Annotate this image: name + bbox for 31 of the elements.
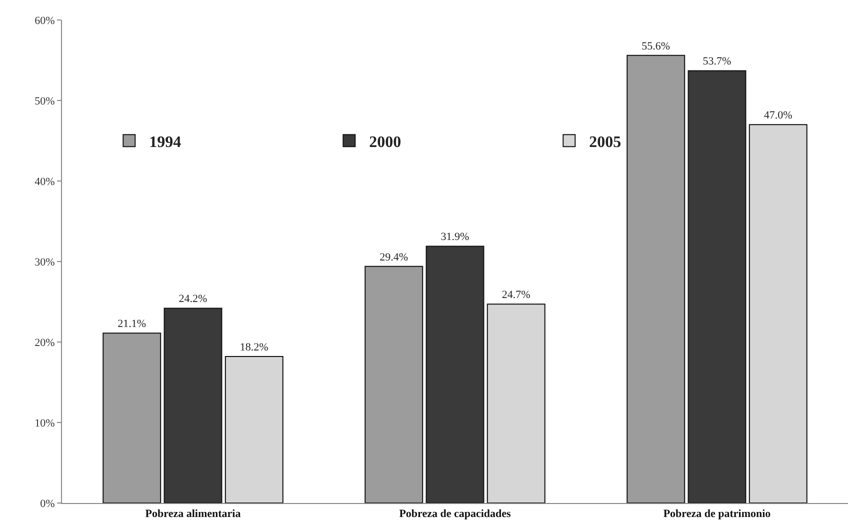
x-tick-label: Pobreza de capacidades [399, 508, 512, 520]
data-label: 53.7% [702, 56, 732, 68]
legend-label: 2000 [369, 134, 402, 151]
bar [102, 332, 162, 503]
data-label: 29.4% [380, 251, 408, 264]
bar [426, 246, 484, 503]
data-label: 21.1% [118, 318, 146, 330]
data-label: 24.2% [178, 293, 208, 306]
y-tick-label: 60% [34, 14, 55, 27]
y-tick-label: 10% [34, 417, 55, 430]
bar [626, 54, 686, 503]
bar [748, 124, 808, 503]
data-label: 55.6% [642, 40, 670, 52]
data-label: 31.9% [440, 231, 470, 244]
x-tick-label: Pobreza alimentaria [145, 508, 242, 520]
y-tick-label: 40% [34, 176, 55, 188]
bar [688, 70, 746, 503]
data-label: 47.0% [764, 110, 792, 122]
data-label: 24.7% [502, 289, 530, 302]
legend-label: 2005 [589, 134, 622, 151]
data-label: 18.2% [240, 341, 268, 354]
bar [224, 356, 284, 503]
y-tick-label: 0% [40, 498, 55, 510]
bar [364, 266, 424, 503]
y-tick-label: 20% [34, 336, 55, 349]
bar [164, 308, 222, 503]
y-tick-label: 50% [34, 95, 55, 108]
legend-label: 1994 [149, 134, 182, 151]
x-tick-label: Pobreza de patrimonio [663, 508, 772, 520]
bar [486, 304, 546, 503]
y-tick-label: 30% [34, 256, 55, 268]
